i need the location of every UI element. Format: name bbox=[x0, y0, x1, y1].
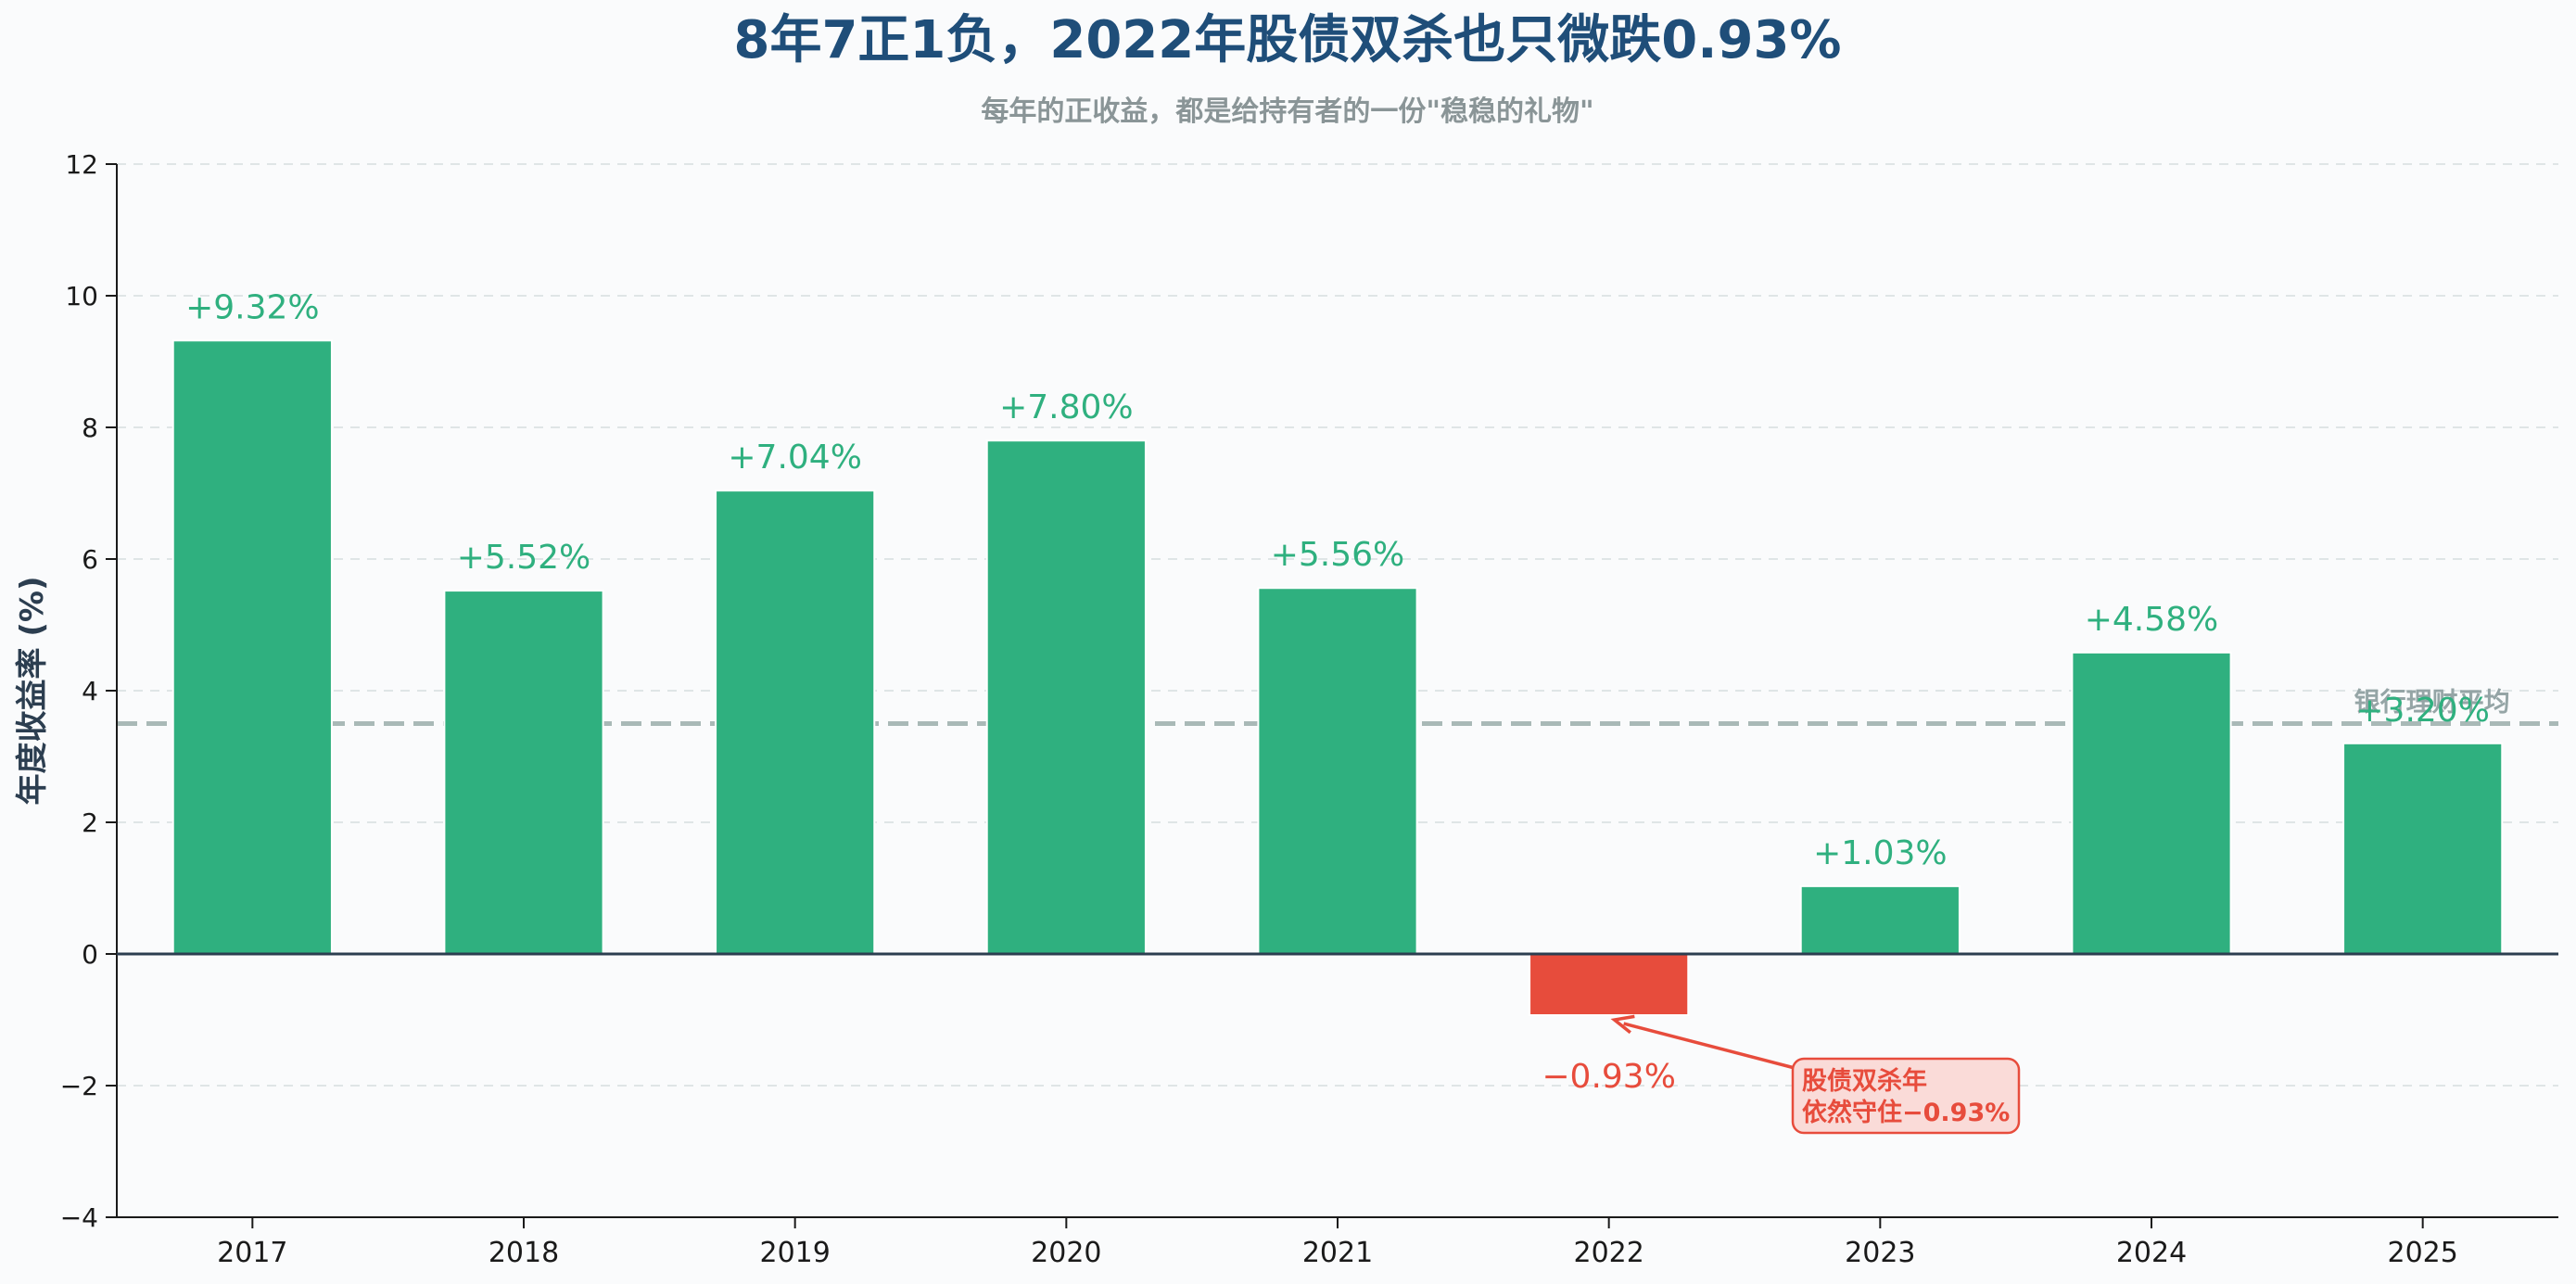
y-ticks: −4 −2 0 2 4 6 8 10 12 bbox=[60, 149, 117, 1233]
bar bbox=[715, 489, 876, 955]
y-axis-label: 年度收益率 (%) bbox=[14, 577, 51, 806]
chart-subtitle: 每年的正收益，都是给持有者的一份"稳稳的礼物" bbox=[981, 95, 1593, 128]
bar bbox=[985, 439, 1147, 955]
value-label: +9.32% bbox=[185, 288, 320, 326]
value-label: +7.80% bbox=[999, 388, 1134, 426]
reference-line-label: 银行理财平均 bbox=[2354, 687, 2510, 718]
bar bbox=[1799, 884, 1961, 955]
y-tick-label: 4 bbox=[82, 676, 98, 706]
y-tick-label: 10 bbox=[65, 281, 98, 311]
x-tick-label: 2025 bbox=[2387, 1237, 2457, 1269]
chart-title: 8年7正1负，2022年股债双杀也只微跌0.93% bbox=[733, 10, 1841, 70]
value-label: +4.58% bbox=[2085, 601, 2219, 639]
y-tick-label: −4 bbox=[60, 1202, 98, 1233]
annotation-arrow-line bbox=[1623, 1022, 1796, 1070]
bar bbox=[171, 339, 333, 955]
value-label: +3.20% bbox=[2355, 692, 2490, 730]
annotation-line: 股债双杀年 bbox=[1802, 1066, 1927, 1096]
x-tick-label: 2017 bbox=[217, 1237, 287, 1269]
x-tick-label: 2022 bbox=[1573, 1237, 1643, 1269]
value-label: −0.93% bbox=[1542, 1058, 1676, 1096]
bar bbox=[1529, 953, 1690, 1017]
value-label: +1.03% bbox=[1813, 834, 1948, 872]
bar bbox=[2342, 742, 2504, 955]
x-ticks: 2017 2018 2019 2020 2021 2022 2023 2024 2025 bbox=[217, 1217, 2458, 1269]
y-tick-label: 2 bbox=[82, 807, 98, 838]
x-tick-label: 2020 bbox=[1031, 1237, 1101, 1269]
value-label: +5.56% bbox=[1271, 536, 1405, 574]
value-labels: +9.32% +5.52% +7.04% +7.80% +5.56% −0.93% +1.0… bbox=[185, 288, 2490, 1096]
x-tick-label: 2024 bbox=[2116, 1237, 2187, 1269]
y-tick-label: 8 bbox=[82, 413, 98, 443]
bar bbox=[443, 590, 604, 956]
y-tick-label: 12 bbox=[65, 149, 98, 180]
value-label: +7.04% bbox=[728, 439, 862, 477]
x-tick-label: 2019 bbox=[759, 1237, 830, 1269]
y-tick-label: 6 bbox=[82, 544, 98, 575]
y-tick-label: −2 bbox=[60, 1071, 98, 1101]
bar bbox=[1257, 587, 1418, 955]
x-tick-label: 2018 bbox=[489, 1237, 559, 1269]
bars bbox=[171, 339, 2504, 1017]
x-tick-label: 2023 bbox=[1845, 1237, 1915, 1269]
y-tick-label: 0 bbox=[82, 939, 98, 970]
value-label: +5.52% bbox=[457, 539, 591, 577]
x-tick-label: 2021 bbox=[1302, 1237, 1373, 1269]
annotation-arrowhead bbox=[1610, 1014, 1635, 1035]
annotation-line: 依然守住−0.93% bbox=[1802, 1098, 2010, 1127]
bar bbox=[2071, 651, 2232, 955]
annotation-box bbox=[1791, 1057, 2021, 1135]
